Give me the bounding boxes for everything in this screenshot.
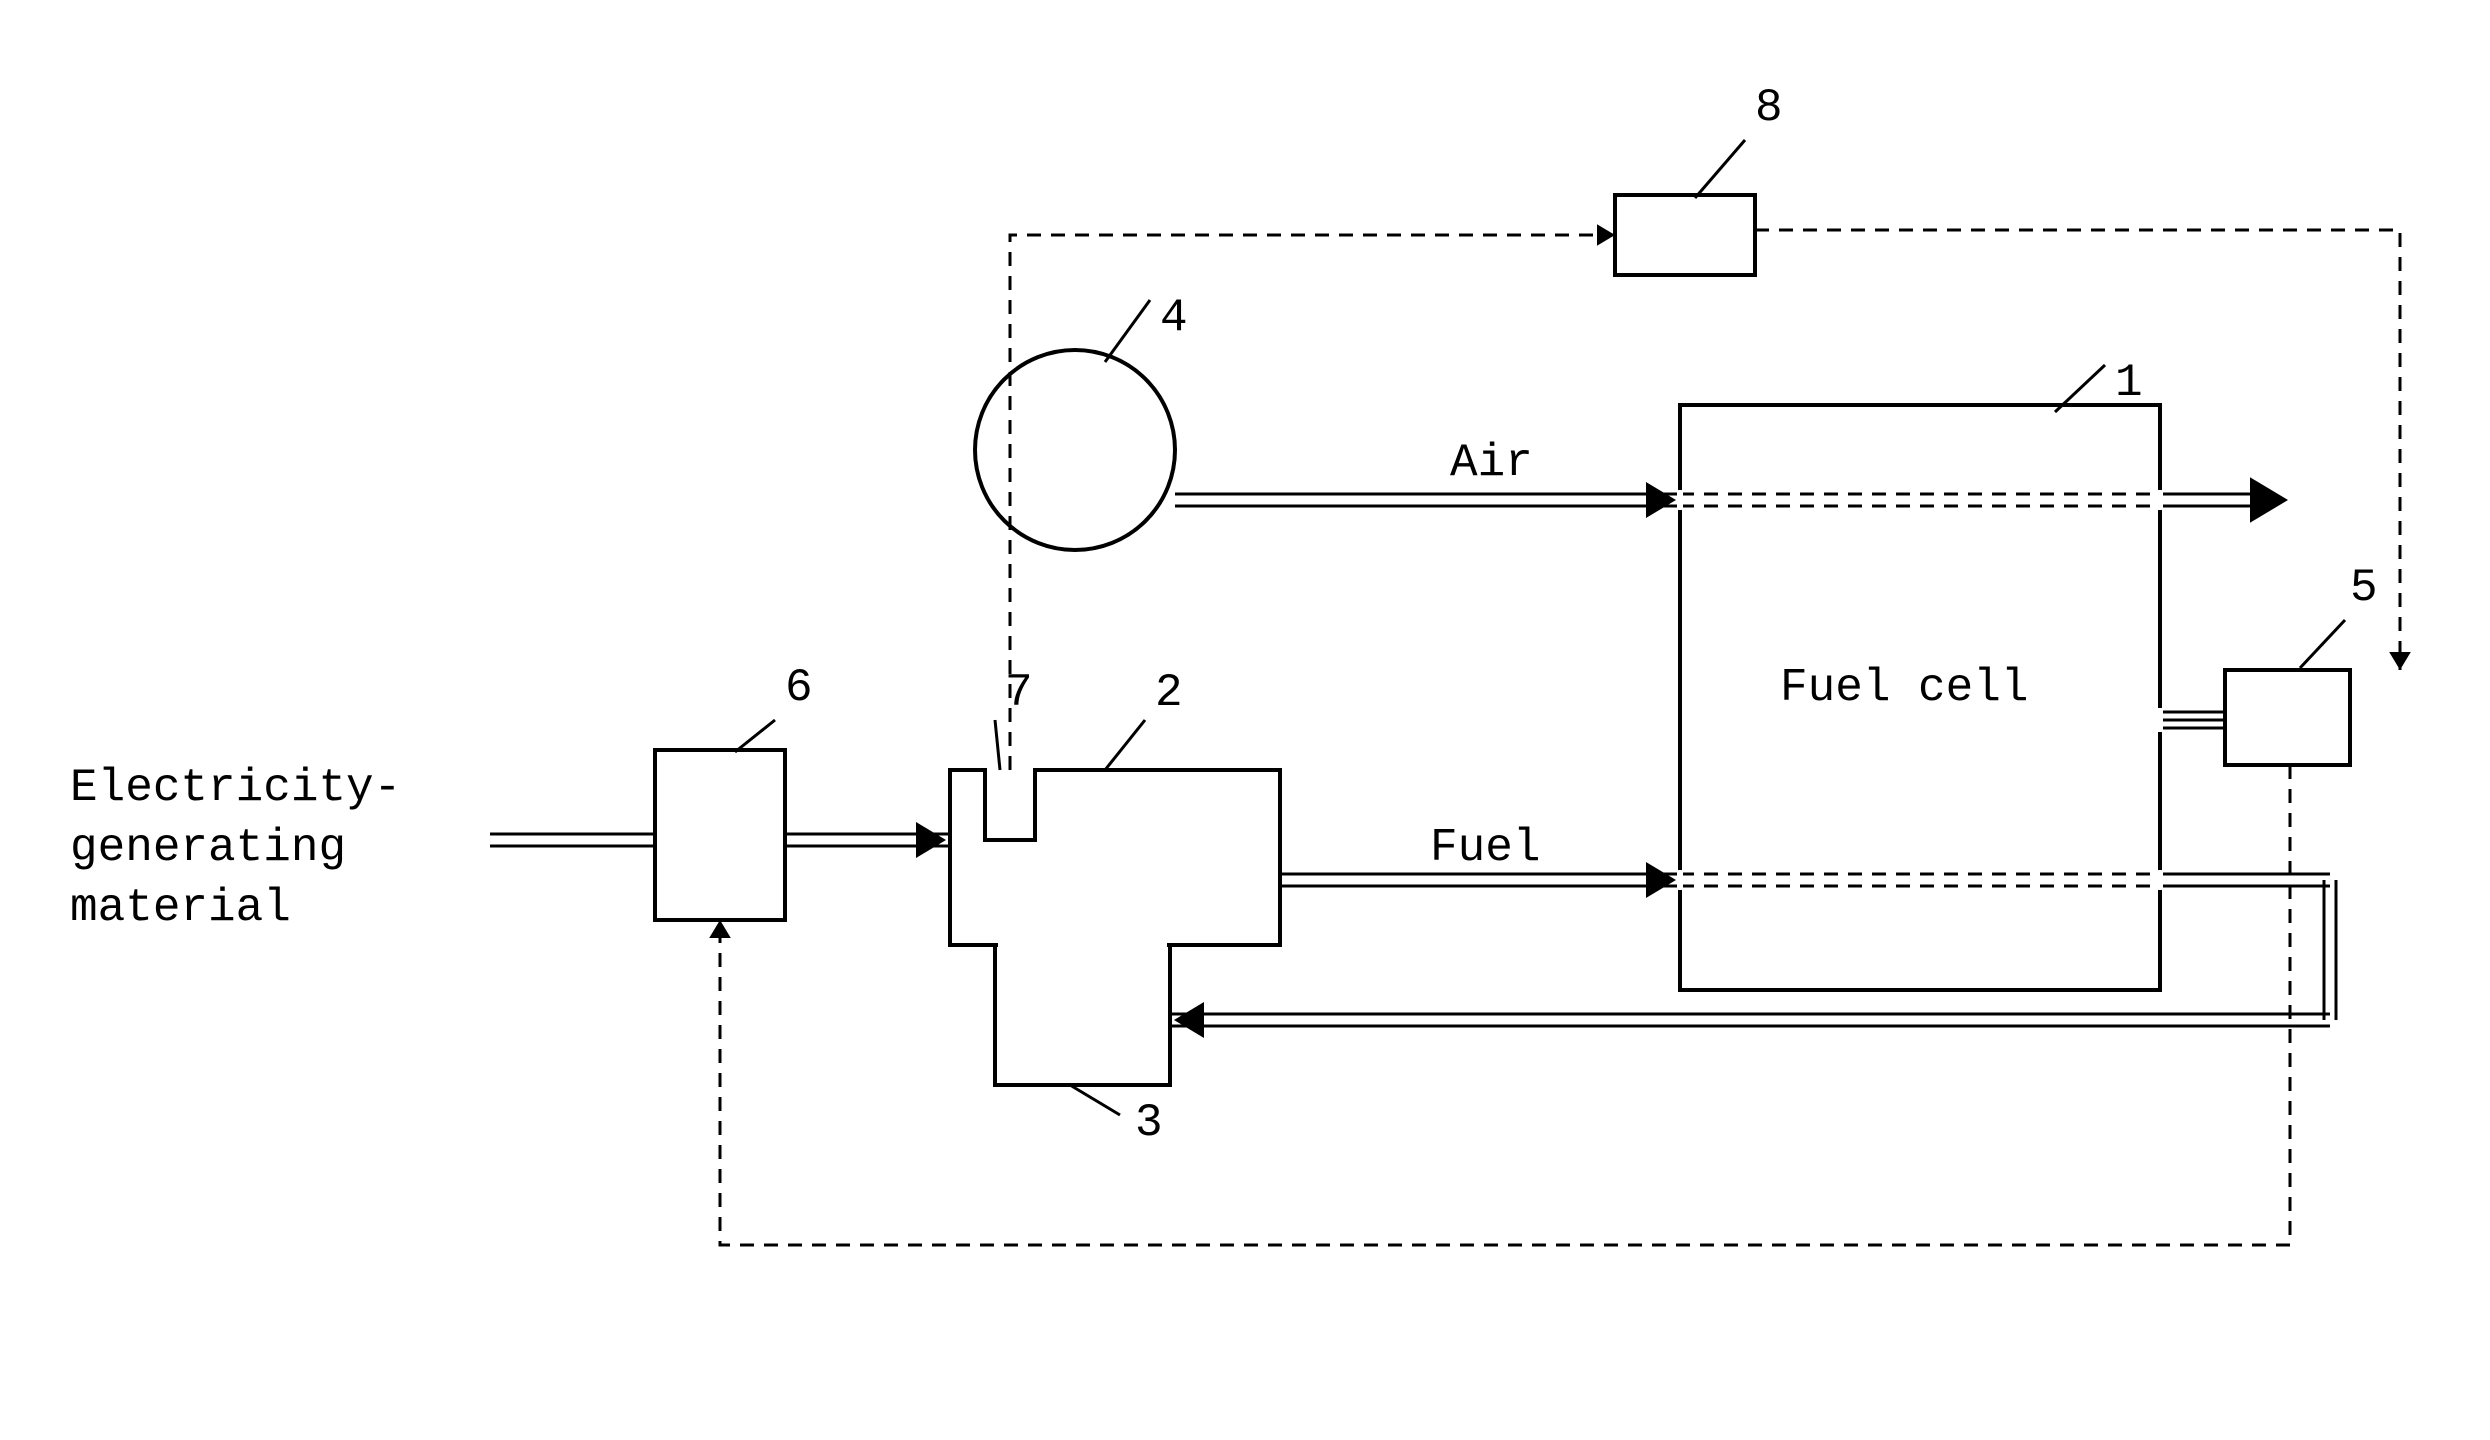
ref-n1: 1 [2115, 357, 2143, 409]
label-input-line: Electricity- [70, 762, 401, 814]
leader-l2 [1105, 720, 1145, 770]
ref-n8: 8 [1755, 82, 1783, 134]
leader-l3 [1070, 1085, 1120, 1115]
notch-7 [985, 770, 1035, 840]
block-3 [995, 945, 1170, 1085]
leader-l8 [1695, 140, 1745, 198]
leader-l6 [735, 720, 775, 752]
label-input-line: generating [70, 822, 346, 874]
label-input-line: material [70, 882, 291, 934]
block-5 [2225, 670, 2350, 765]
block-8 [1615, 195, 1755, 275]
leader-l5 [2300, 620, 2345, 668]
label-fuelcell: Fuel cell [1780, 662, 2028, 714]
label-air: Air [1450, 437, 1533, 489]
ref-n5: 5 [2350, 562, 2378, 614]
ref-n4: 4 [1160, 292, 1188, 344]
ref-n3: 3 [1135, 1097, 1163, 1149]
ref-n2: 2 [1155, 667, 1183, 719]
leader-l4 [1105, 300, 1150, 362]
ref-n6: 6 [785, 662, 813, 714]
circle-4 [975, 350, 1175, 550]
ref-n7: 7 [1005, 667, 1033, 719]
label-fuel: Fuel [1430, 822, 1540, 874]
block-6 [655, 750, 785, 920]
leader-l7 [995, 720, 1000, 770]
